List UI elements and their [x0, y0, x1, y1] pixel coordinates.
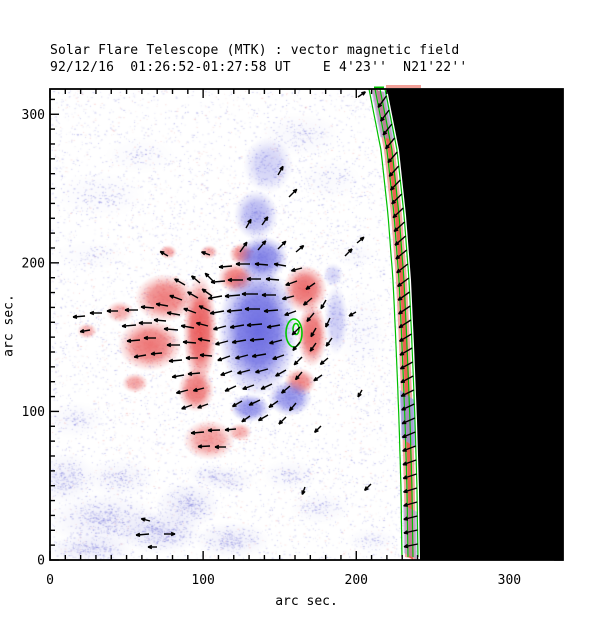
limb-vector-arrows [377, 95, 418, 549]
tick-label: 200 [345, 573, 368, 588]
plot-frame [49, 88, 564, 561]
figure-subtitle: 92/12/16 01:26:52-01:27:58 UT E 4'23'' N… [50, 60, 468, 75]
vector-arrows [72, 91, 372, 550]
tick-label: 100 [191, 573, 214, 588]
tick-label: 300 [22, 108, 45, 123]
axis-ticks [49, 89, 563, 561]
tick-label: 200 [22, 256, 45, 271]
tick-label: 0 [37, 554, 45, 569]
tick-label: 0 [46, 573, 54, 588]
tick-label: 100 [22, 405, 45, 420]
x-axis-label: arc sec. [275, 594, 338, 609]
tick-labels: 0 100 200 300 0 100 200 300 [22, 108, 522, 588]
tick-label: 300 [498, 573, 521, 588]
y-axis-label: arc sec. [1, 294, 17, 357]
off-limb-sky-region [387, 89, 563, 560]
limb-top-streaks [374, 85, 421, 89]
figure-title: Solar Flare Telescope (MTK) : vector mag… [50, 43, 460, 58]
